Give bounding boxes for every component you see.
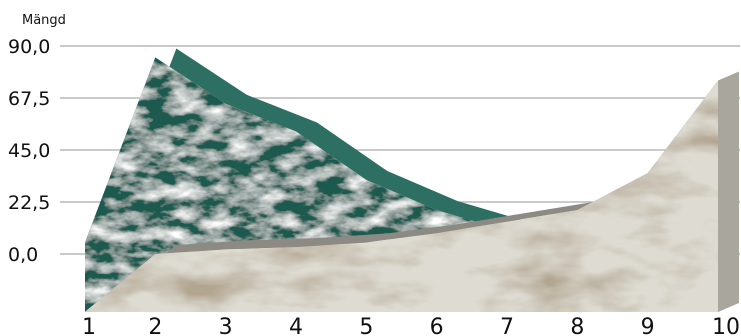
x-tick-label: 2 <box>148 315 162 336</box>
series-1-top-face <box>85 48 528 243</box>
x-tick-label: 5 <box>359 315 373 336</box>
axes: 0,0 22,5 45,0 67,5 90,0 Mängd 1 2 3 4 5 6 7 8 9 10 <box>8 13 740 336</box>
y-tick-label: 45,0 <box>8 140 50 162</box>
x-tick-label: 6 <box>430 315 444 336</box>
x-tick-label: 4 <box>289 315 303 336</box>
x-tick-label: 8 <box>570 315 584 336</box>
y-axis-title: Mängd <box>22 13 66 28</box>
x-tick-label: 7 <box>500 315 514 336</box>
x-tick-label: 3 <box>219 315 233 336</box>
y-tick-label: 22,5 <box>8 192 50 214</box>
y-tick-label: 0,0 <box>8 244 38 266</box>
x-tick-label: 9 <box>641 315 655 336</box>
x-tick-label: 1 <box>82 315 96 336</box>
series-areas <box>85 48 739 313</box>
y-tick-label: 67,5 <box>8 88 50 110</box>
series-2-area <box>85 80 718 313</box>
x-tick-label: 10 <box>712 315 740 336</box>
y-tick-label: 90,0 <box>8 36 50 58</box>
series-2-side-face <box>718 71 739 313</box>
